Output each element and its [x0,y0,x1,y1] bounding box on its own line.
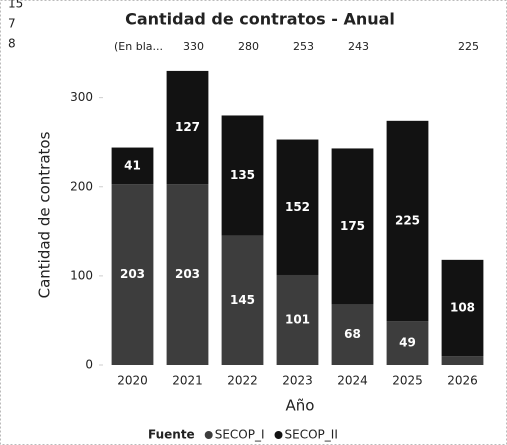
data-label: 145 [230,293,255,307]
legend-label: SECOP_I [215,428,265,442]
bar-segment [221,115,264,236]
bar-segment [111,184,154,365]
header-label: 243 [348,40,369,53]
side-label: 15 [8,0,23,11]
data-label: 49 [399,336,416,350]
bar-segment [386,321,429,365]
x-tick-label: 2025 [392,374,423,388]
x-tick-label: 2023 [282,374,313,388]
header-label: 253 [293,40,314,53]
y-tick-label: 100 [70,268,93,282]
x-tick-label: 2020 [117,374,148,388]
x-tick-label: 2026 [447,374,478,388]
data-label: 203 [120,267,145,281]
chart-title: Cantidad de contratos - Anual [125,10,395,29]
legend-swatch [204,431,213,439]
header-label: 280 [238,40,259,53]
bar-segment [276,274,319,365]
legend-title: Fuente [148,428,195,442]
legend-swatch [274,431,283,439]
data-label: 152 [285,200,310,214]
bar-segment [221,235,264,365]
bar-segment [331,304,374,365]
data-label: 108 [450,300,475,314]
bar-segment [331,148,374,305]
y-tick-label: 0 [85,358,93,372]
side-label: 8 [8,37,16,51]
x-tick-label: 2022 [227,374,258,388]
bar-segment [386,120,429,322]
bar-segment [166,184,209,365]
bar-segment [441,356,484,365]
data-label: 41 [124,158,141,172]
y-tick-label: 200 [70,179,93,193]
bar-segment [276,139,319,275]
y-axis-title: Cantidad de contratos [36,131,54,298]
side-label: 7 [8,17,16,31]
x-axis-title: Año [286,397,315,415]
header-label: 330 [183,40,204,53]
data-label: 68 [344,327,361,341]
header-label: (En bla... [114,40,163,53]
y-tick-label: 300 [70,90,93,104]
data-label: 101 [285,312,310,326]
data-label: 203 [175,267,200,281]
bar-segment [111,147,154,185]
x-tick-label: 2021 [172,374,203,388]
x-tick-label: 2024 [337,374,368,388]
bar-segment [441,259,484,357]
legend-label: SECOP_II [285,428,338,442]
header-label: 225 [458,40,479,53]
bar-segment [166,70,209,185]
data-label: 127 [175,120,200,134]
data-label: 135 [230,168,255,182]
data-label: 225 [395,214,420,228]
data-label: 175 [340,219,365,233]
